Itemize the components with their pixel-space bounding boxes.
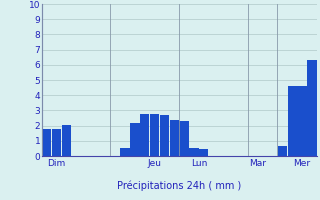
Bar: [150, 114, 159, 156]
Bar: [61, 125, 71, 156]
Bar: [288, 86, 297, 156]
Bar: [170, 120, 179, 156]
Bar: [297, 86, 307, 156]
Text: Mer: Mer: [293, 159, 311, 168]
Text: Mar: Mar: [249, 159, 266, 168]
Bar: [130, 123, 140, 156]
Text: Dim: Dim: [47, 159, 66, 168]
Bar: [52, 129, 61, 156]
Bar: [42, 129, 51, 156]
Bar: [307, 60, 316, 156]
Bar: [189, 148, 199, 156]
Text: Lun: Lun: [191, 159, 207, 168]
Text: Précipitations 24h ( mm ): Précipitations 24h ( mm ): [117, 180, 241, 191]
Bar: [199, 149, 208, 156]
Bar: [278, 146, 287, 156]
Text: Jeu: Jeu: [148, 159, 162, 168]
Bar: [160, 115, 169, 156]
Bar: [140, 114, 149, 156]
Bar: [180, 121, 189, 156]
Bar: [120, 148, 130, 156]
